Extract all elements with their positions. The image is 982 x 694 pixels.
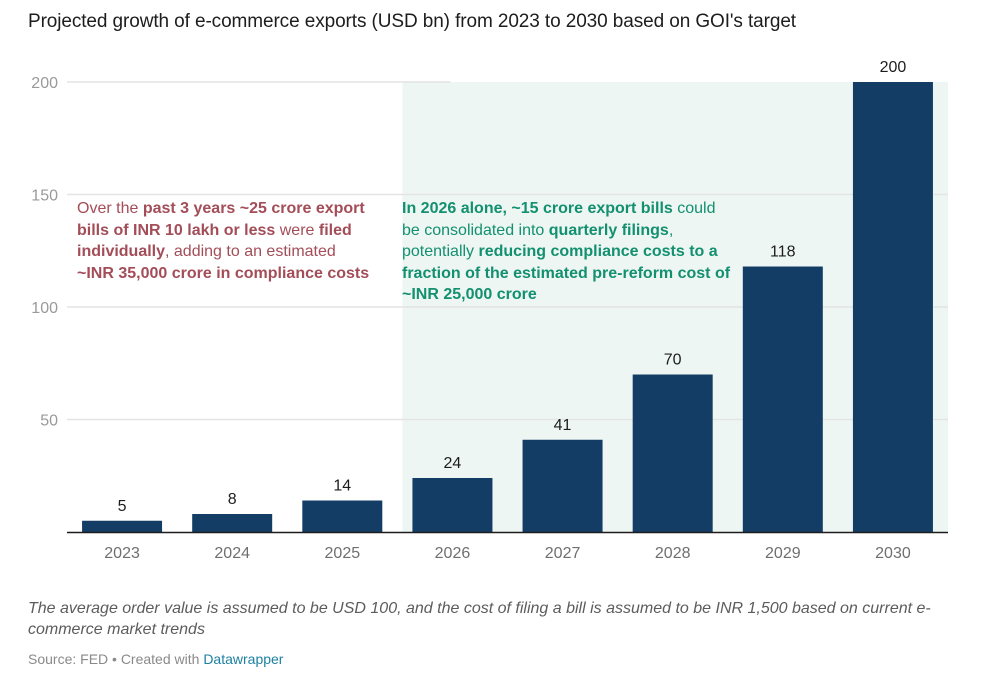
bar-2024[interactable] [192,514,273,532]
value-label: 14 [333,478,351,495]
x-tick-label: 2030 [875,545,911,562]
annotation-segment: quarterly filings [548,221,669,239]
value-label: 8 [228,491,237,508]
bars [82,82,933,532]
annotation-segment: reducing compliance costs to a fraction … [402,243,731,303]
bar-2026[interactable] [412,478,493,532]
annotation-right: In 2026 alone, ~15 crore export bills co… [402,198,732,306]
bar-2027[interactable] [522,439,603,532]
value-label: 5 [118,498,127,515]
created-with-text: • Created with [108,651,204,667]
x-axis-ticks: 2023 2024 2025 2026 2027 2028 2029 2030 [104,545,911,562]
annotation-left: Over the past 3 years ~25 crore export b… [77,198,377,284]
chart-notes: The average order value is assumed to be… [28,600,931,638]
y-tick-label: 200 [31,75,58,92]
bar-2025[interactable] [302,500,383,533]
x-tick-label: 2029 [765,545,801,562]
annotation-segment: , potentially [402,221,674,261]
source-label: Source: FED [28,651,109,667]
source-line: Source: FED • Created with Datawrapper [28,651,283,667]
datawrapper-link[interactable]: Datawrapper [203,651,284,667]
bar-2023[interactable] [82,520,163,532]
x-tick-label: 2023 [104,545,140,562]
x-tick-label: 2024 [214,545,250,562]
x-tick-label: 2028 [655,545,691,562]
annotation-segment: , adding to an estimated [165,243,336,260]
y-tick-label: 100 [31,300,58,317]
value-labels: 5 8 14 24 41 70 118 200 [118,59,907,515]
annotation-segment: filed individually [77,221,352,261]
x-tick-label: 2027 [545,545,581,562]
annotation-segment: ~INR 35,000 crore in compliance costs [77,264,370,282]
value-label: 24 [444,455,462,472]
bar-2030[interactable] [852,82,933,532]
value-label: 118 [770,244,796,261]
x-tick-label: 2025 [325,545,361,562]
y-tick-label: 50 [40,413,58,430]
value-label: 70 [664,352,682,369]
x-tick-label: 2026 [435,545,471,562]
bar-2028[interactable] [632,374,713,533]
bar-2029[interactable] [742,266,823,533]
value-label: 200 [880,59,907,76]
annotation-segment: past 3 years ~25 crore export bills of I… [77,200,365,239]
value-label: 41 [554,417,572,434]
y-axis-ticks: 50 100 150 200 [31,75,58,430]
annotation-segment: Over the [77,200,143,217]
y-tick-label: 150 [31,188,58,205]
annotation-segment: In 2026 alone, ~15 crore export bills [402,200,673,217]
annotation-segment: could be consolidated into [402,200,716,239]
annotation-segment: were [275,221,319,239]
chart-title: Projected growth of e-commerce exports (… [28,11,796,32]
